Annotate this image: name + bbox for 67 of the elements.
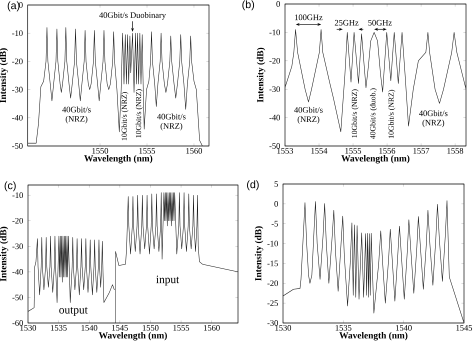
y-tick-label: -50 (12, 143, 23, 149)
y-tick-label: 0 (276, 1, 280, 7)
x-axis-title: Wavelength (nm) (339, 332, 408, 340)
x-tick-label: 1555 (173, 325, 190, 331)
x-tick-label: 1550 (142, 325, 159, 331)
y-tick-label: -40 (12, 269, 23, 275)
y-tick-label: -20 (269, 58, 280, 64)
y-tick-label: -40 (269, 114, 280, 120)
x-axis-title: Wavelength (nm) (98, 332, 167, 340)
y-tick-label: -30 (12, 86, 23, 92)
y-tick-label: -40 (12, 114, 23, 121)
annotation: 25GHz (334, 20, 358, 26)
x-tick-label: 1530 (20, 325, 36, 331)
y-axis-title: Intensity (dB) (256, 48, 266, 102)
y-tick-label: -30 (267, 320, 278, 326)
y-tick-label: 0 (19, 2, 23, 8)
chart-title: (a) (8, 1, 20, 12)
chart-title: (d) (247, 180, 259, 190)
annotation: 40Gbit/s (NRZ) (419, 110, 448, 128)
y-tick-label: -60 (12, 320, 23, 326)
y-axis-title: Intensity (dB) (254, 226, 264, 281)
x-tick-label: 1556 (379, 148, 396, 154)
y-tick-label: -20 (267, 280, 278, 286)
y-tick-label: -10 (12, 192, 23, 198)
x-tick-label: 1540 (396, 325, 412, 331)
y-tick-label: -10 (269, 30, 280, 36)
y-tick-label: -30 (12, 244, 23, 250)
y-tick-label: 0 (274, 201, 278, 207)
annotation: 40Gbit/s (NRZ) (62, 106, 91, 124)
x-tick-label: 1540 (82, 325, 98, 331)
x-axis-title: Wavelength (nm) (84, 154, 152, 164)
x-tick-label: 1555 (345, 148, 362, 154)
y-tick-label: -10 (12, 30, 23, 36)
x-tick-label: 1554 (311, 148, 328, 154)
x-tick-label: 1530 (275, 325, 292, 331)
x-tick-label: 1545 (456, 325, 472, 331)
y-tick-label: 5 (274, 181, 278, 187)
x-tick-label: 1560 (204, 325, 220, 331)
annotation: 40Gbit/s (NRZ) (157, 114, 186, 131)
y-tick-label: -20 (12, 218, 23, 224)
y-tick-label: -10 (267, 240, 278, 246)
x-tick-label: 1535 (50, 325, 67, 331)
y-tick-label: -30 (269, 86, 280, 92)
annotation: output (59, 307, 88, 316)
y-tick-label: -20 (12, 58, 23, 64)
x-tick-label: 1560 (186, 148, 202, 154)
annotation: 50GHz (368, 20, 392, 26)
x-tick-label: 1557 (413, 148, 430, 154)
annotation: 40Gbit/s (NRZ) (294, 106, 323, 124)
annotation: 100GHz (294, 14, 322, 20)
annotation: input (156, 276, 180, 286)
x-tick-label: 1550 (92, 148, 108, 154)
y-tick-label: -50 (12, 294, 23, 300)
x-tick-label: 1555 (139, 148, 156, 154)
x-tick-label: 1545 (112, 325, 128, 331)
x-axis-title: Wavelength (nm) (341, 154, 410, 164)
chart-title: (c) (4, 181, 16, 192)
y-tick-label: -15 (267, 260, 278, 266)
y-tick-label: -5 (272, 220, 278, 227)
y-tick-label: -25 (267, 300, 278, 306)
x-tick-label: 1558 (447, 148, 464, 154)
annotation: 40Gbit/s Duobinary (99, 12, 166, 20)
x-tick-label: 1553 (277, 148, 294, 154)
y-axis-title: Intensity (dB) (0, 226, 8, 282)
x-tick-label: 1535 (336, 325, 352, 331)
y-tick-label: -50 (269, 143, 280, 149)
chart-title: (b) (242, 0, 254, 10)
